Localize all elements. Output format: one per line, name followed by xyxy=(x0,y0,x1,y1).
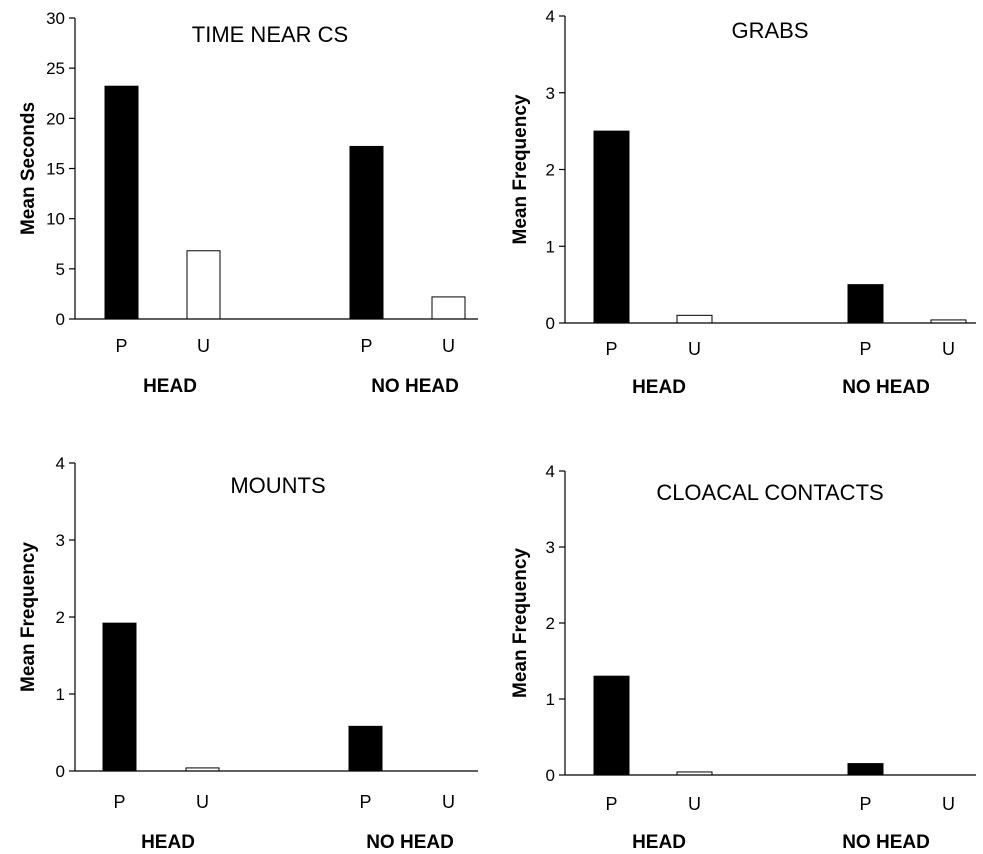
y-axis-label: Mean Seconds xyxy=(18,102,39,235)
y-tick-label: 0 xyxy=(546,766,555,785)
chart-title: MOUNTS xyxy=(230,473,325,498)
group-label: NO HEAD xyxy=(842,832,930,853)
x-tick-label: U xyxy=(442,336,455,356)
group-label: HEAD xyxy=(632,377,686,398)
y-tick-label: 20 xyxy=(46,109,65,128)
bar-p-head xyxy=(593,130,630,324)
group-label: NO HEAD xyxy=(842,377,930,398)
bar-u-no-head xyxy=(431,296,466,320)
x-tick-label: P xyxy=(859,339,871,359)
x-tick-label: U xyxy=(442,792,455,812)
y-tick-label: 25 xyxy=(46,59,65,78)
y-tick-label: 3 xyxy=(56,531,65,550)
bar-p-no-head xyxy=(348,725,383,772)
y-tick-label: 0 xyxy=(56,310,65,329)
y-tick-label: 0 xyxy=(56,762,65,781)
x-tick-label: P xyxy=(115,336,127,356)
x-tick-label: U xyxy=(197,336,210,356)
bar-p-no-head xyxy=(847,763,884,776)
y-tick-label: 5 xyxy=(56,260,65,279)
group-label: NO HEAD xyxy=(366,832,454,853)
bar-p-head xyxy=(102,622,137,772)
y-tick-label: 1 xyxy=(546,237,555,256)
y-tick-label: 10 xyxy=(46,210,65,229)
x-tick-label: U xyxy=(942,339,955,359)
y-tick-label: 1 xyxy=(546,690,555,709)
group-label: NO HEAD xyxy=(371,376,459,397)
y-axis-label: Mean Frequency xyxy=(18,542,39,692)
y-tick-label: 2 xyxy=(546,161,555,180)
x-tick-label: U xyxy=(942,794,955,814)
x-tick-label: U xyxy=(196,792,209,812)
bar-u-head xyxy=(676,314,713,324)
chart-title: TIME NEAR CS xyxy=(192,22,348,47)
x-tick-label: P xyxy=(360,336,372,356)
y-tick-label: 3 xyxy=(546,538,555,557)
y-tick-label: 0 xyxy=(546,314,555,333)
y-tick-label: 30 xyxy=(46,9,65,28)
bar-p-head xyxy=(593,675,630,776)
bar-p-head xyxy=(104,85,139,320)
x-tick-label: P xyxy=(859,794,871,814)
chart-title: CLOACAL CONTACTS xyxy=(656,480,883,505)
x-tick-label: P xyxy=(359,792,371,812)
x-tick-label: P xyxy=(113,792,125,812)
y-tick-label: 4 xyxy=(546,7,555,26)
y-tick-label: 4 xyxy=(546,462,555,481)
y-tick-label: 3 xyxy=(546,84,555,103)
x-tick-label: U xyxy=(688,339,701,359)
bar-u-head xyxy=(186,250,221,320)
y-tick-label: 2 xyxy=(546,614,555,633)
x-tick-label: P xyxy=(605,339,617,359)
y-axis-label: Mean Frequency xyxy=(510,94,531,244)
y-tick-label: 15 xyxy=(46,160,65,179)
y-tick-label: 1 xyxy=(56,685,65,704)
y-tick-label: 2 xyxy=(56,608,65,627)
chart-title: GRABS xyxy=(731,18,808,43)
group-label: HEAD xyxy=(143,376,197,397)
chart-panel-1: TIME NEAR CS Mean Seconds 0 5 10 15 20 25 30 P U P U… xyxy=(18,9,478,397)
y-tick-label: 4 xyxy=(56,454,65,473)
y-axis-label: Mean Frequency xyxy=(510,548,531,698)
x-tick-label: P xyxy=(605,794,617,814)
group-label: HEAD xyxy=(632,832,686,853)
bar-p-no-head xyxy=(349,145,384,320)
x-tick-label: U xyxy=(688,794,701,814)
group-label: HEAD xyxy=(141,832,195,853)
bar-p-no-head xyxy=(847,284,884,324)
